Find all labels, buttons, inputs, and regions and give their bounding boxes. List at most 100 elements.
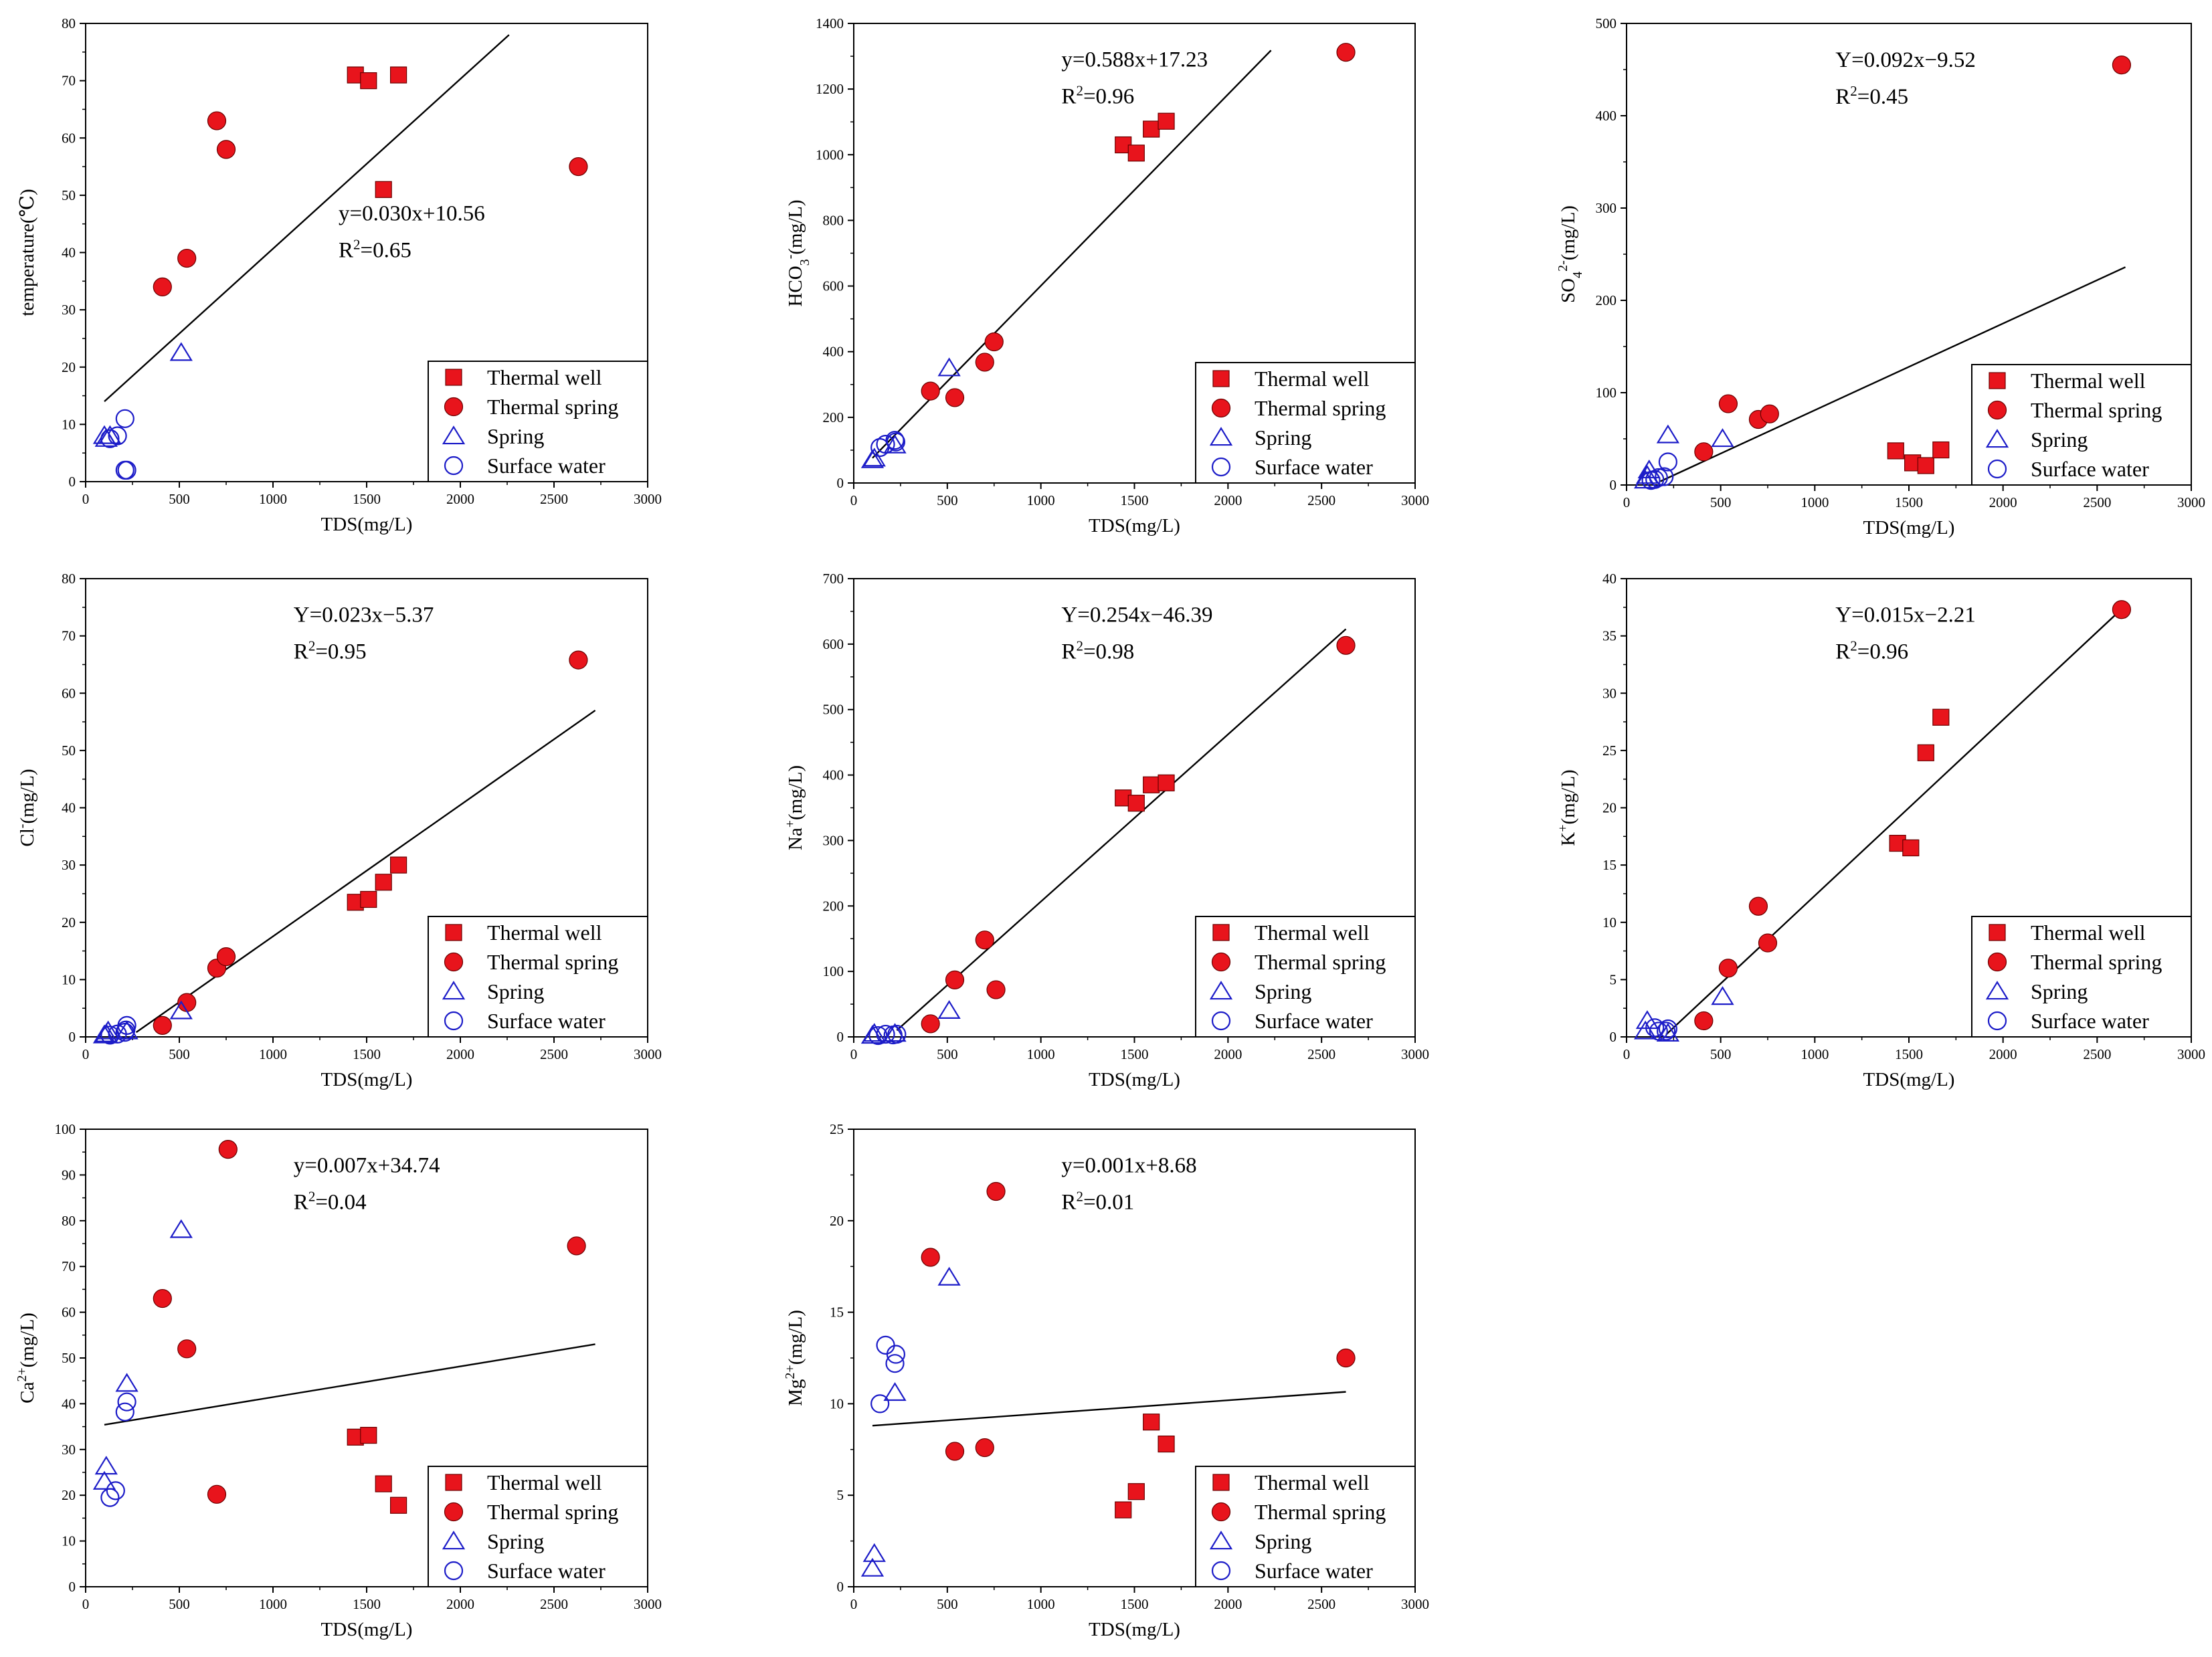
x-tick-label: 1000 [1027,492,1055,508]
data-point [1932,708,1950,726]
y-tick-label: 10 [62,416,76,432]
legend-marker [442,1531,466,1550]
legend-marker [1209,981,1233,1000]
y-tick-label: 10 [62,1533,76,1549]
y-tick-label: 600 [823,636,844,652]
data-point [1158,112,1175,130]
data-point [1645,1018,1665,1038]
x-tick-label: 1000 [1801,1046,1829,1062]
legend-marker [1209,1531,1233,1550]
data-point [375,874,392,891]
y-tick-label: 80 [62,15,76,31]
data-point [117,1015,136,1035]
x-tick-label: 2000 [446,1596,474,1612]
regression-equation: Y=0.023x−5.37 [294,603,434,627]
x-tick-label: 500 [937,1596,958,1612]
x-axis-label: TDS(mg/L) [1863,1069,1955,1090]
x-tick-label: 0 [82,1046,90,1062]
data-point [886,432,906,452]
data-point [1158,774,1175,791]
y-tick-label: 700 [823,571,844,587]
r-squared: R2=0.01 [1061,1188,1134,1214]
y-tick-label: 0 [837,1029,844,1045]
y-tick-label: 35 [1602,628,1617,644]
legend-marker [445,1474,462,1491]
data-point [360,72,377,90]
legend-label: Surface water [1255,1009,1373,1033]
data-point [862,448,886,467]
x-tick-label: 1500 [353,491,381,507]
data-point [106,1481,125,1500]
x-tick-label: 3000 [634,491,662,507]
data-point [94,1456,118,1475]
data-point [100,1488,120,1507]
data-point [153,1288,172,1308]
x-tick-label: 0 [1623,494,1631,510]
data-point [1711,986,1734,1005]
data-point [975,1438,994,1458]
y-tick-label: 500 [823,702,844,718]
y-tick-label: 300 [823,832,844,848]
y-tick-label: 200 [1596,292,1617,308]
legend-marker [1211,1502,1231,1522]
x-tick-label: 3000 [634,1046,662,1062]
y-tick-label: 200 [823,898,844,914]
y-tick-label: 15 [1602,857,1617,873]
legend-marker [1211,1561,1231,1581]
y-tick-label: 70 [62,628,76,644]
r-squared: R2=0.65 [339,237,411,263]
x-tick-label: 500 [1710,494,1732,510]
x-tick-label: 2500 [540,491,568,507]
legend-label: Spring [2031,427,2088,452]
regression-equation: Y=0.092x−9.52 [1835,48,1976,72]
legend-marker [444,456,464,476]
chart-panel: 0 500 1000 1500 2000 2500 3000 0 200 400 600 800 100… [783,15,1429,537]
legend-label: Spring [487,979,544,1003]
data-point [876,1335,895,1355]
x-tick-label: 500 [937,492,958,508]
data-point [1336,636,1356,655]
x-tick-label: 2000 [1989,494,2017,510]
y-tick-label: 400 [823,344,844,360]
x-axis-label: TDS(mg/L) [321,514,413,535]
x-tick-label: 0 [1623,1046,1631,1062]
data-point [115,1402,134,1422]
data-point [975,353,994,372]
x-tick-label: 1000 [1027,1046,1055,1062]
data-point [1748,896,1768,916]
data-point [153,277,172,296]
y-tick-label: 60 [62,685,76,701]
data-point [100,429,120,448]
data-point [876,434,895,454]
legend-marker [1211,398,1231,418]
legend-label: Thermal well [487,920,602,945]
data-point [389,66,407,84]
legend-label: Spring [1255,979,1311,1003]
legend-box [428,361,648,482]
data-point [975,931,994,950]
y-axis-label: Cl-(mg/L) [15,769,38,846]
x-tick-label: 2000 [446,491,474,507]
y-tick-label: 50 [62,1350,76,1366]
legend-marker [1985,429,2009,448]
legend-marker [1989,372,2006,389]
data-point [1656,1021,1676,1041]
x-axis-label: TDS(mg/L) [1089,1069,1180,1090]
legend-marker [1211,952,1231,972]
legend-marker [444,1561,464,1581]
data-point [1718,959,1738,978]
x-tick-label: 1000 [259,1596,287,1612]
y-tick-label: 5 [1610,971,1617,987]
regression-equation: Y=0.254x−46.39 [1061,603,1212,627]
data-point [1760,404,1779,423]
y-tick-label: 100 [823,963,844,979]
y-tick-label: 40 [1602,571,1617,587]
legend-label: Thermal spring [487,950,618,974]
x-tick-label: 500 [169,1046,190,1062]
data-point [177,1339,197,1359]
data-point [375,1475,392,1492]
y-tick-label: 40 [62,245,76,261]
y-tick-label: 60 [62,1304,76,1321]
y-tick-label: 40 [62,800,76,816]
data-point [1694,1011,1714,1031]
